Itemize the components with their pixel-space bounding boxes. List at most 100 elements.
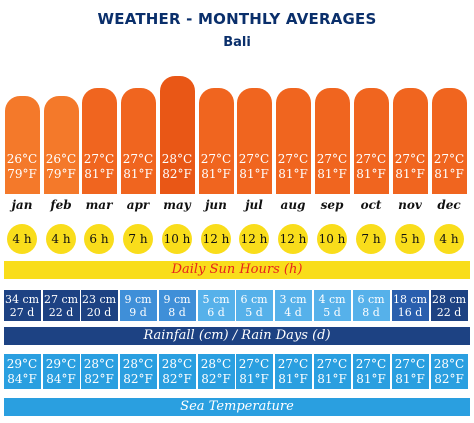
month-label: jan bbox=[11, 198, 33, 212]
sea-temp-celsius: 28°C bbox=[122, 356, 154, 371]
page-title: WEATHER - MONTHLY AVERAGES bbox=[97, 10, 377, 28]
rain-days: 5 d bbox=[323, 305, 341, 319]
rainfall-cm: 5 cm bbox=[202, 292, 230, 306]
air-temp-fahrenheit: 81°F bbox=[201, 167, 231, 181]
rainfall-box: 9 cm 8 d bbox=[158, 290, 196, 321]
location-subtitle: Bali bbox=[223, 35, 251, 50]
sea-temp-celsius: 28°C bbox=[200, 356, 232, 371]
rainfall-cm: 3 cm bbox=[279, 292, 307, 306]
air-temp-column: 26°C 79°F bbox=[4, 96, 40, 194]
sea-temp-box: 29°C 84°F bbox=[3, 354, 41, 389]
air-temp-fahrenheit: 79°F bbox=[46, 167, 76, 181]
air-temp-fahrenheit: 81°F bbox=[434, 167, 464, 181]
sea-temp-box: 27°C 81°F bbox=[391, 354, 429, 389]
sea-temp-box: 27°C 81°F bbox=[274, 354, 312, 389]
rainfall-cm: 23 cm bbox=[81, 292, 117, 306]
rain-days: 4 d bbox=[284, 305, 302, 319]
air-temp-celsius: 27°C bbox=[122, 152, 154, 166]
rainfall-cm: 28 cm bbox=[431, 292, 467, 306]
rainfall-cm: 6 cm bbox=[357, 292, 385, 306]
rainfall-cm: 27 cm bbox=[43, 292, 79, 306]
sea-temp-fahrenheit: 81°F bbox=[278, 371, 308, 386]
sun-hours-circle: 10 h bbox=[162, 224, 192, 254]
sea-temp-celsius: 28°C bbox=[161, 356, 193, 371]
rainfall-box: 3 cm 4 d bbox=[274, 290, 312, 321]
month-label: nov bbox=[398, 198, 422, 212]
rainfall-box: 28 cm 22 d bbox=[430, 290, 468, 321]
rain-days: 6 d bbox=[207, 305, 225, 319]
sea-temp-fahrenheit: 81°F bbox=[395, 371, 425, 386]
sea-temp-box: 28°C 82°F bbox=[80, 354, 118, 389]
rainfall-box: 5 cm 6 d bbox=[197, 290, 235, 321]
rainfall-box: 27 cm 22 d bbox=[42, 290, 80, 321]
sun-hours-circle: 7 h bbox=[123, 224, 153, 254]
sea-temp-celsius: 27°C bbox=[355, 356, 387, 371]
air-temp-column: 27°C 81°F bbox=[353, 88, 389, 194]
sea-temp-fahrenheit: 81°F bbox=[239, 371, 269, 386]
sea-temp-fahrenheit: 82°F bbox=[84, 371, 114, 386]
rainfall-cm: 34 cm bbox=[4, 292, 40, 306]
sun-hours-circle: 5 h bbox=[395, 224, 425, 254]
sea-temp-box: 28°C 82°F bbox=[197, 354, 235, 389]
air-temp-celsius: 27°C bbox=[277, 152, 309, 166]
air-temp-fahrenheit: 81°F bbox=[278, 167, 308, 181]
rainfall-cm: 9 cm bbox=[124, 292, 152, 306]
air-temp-fahrenheit: 81°F bbox=[239, 167, 269, 181]
air-temp-fahrenheit: 82°F bbox=[162, 167, 192, 181]
air-temp-column: 26°C 79°F bbox=[43, 96, 79, 194]
air-temp-celsius: 28°C bbox=[161, 152, 193, 166]
sun-hours-circle: 12 h bbox=[239, 224, 269, 254]
air-temp-fahrenheit: 81°F bbox=[356, 167, 386, 181]
sea-temp-fahrenheit: 84°F bbox=[46, 371, 76, 386]
rainfall-box: 18 cm 16 d bbox=[391, 290, 429, 321]
sea-temp-box: 28°C 82°F bbox=[158, 354, 196, 389]
air-temp-column: 27°C 81°F bbox=[431, 88, 467, 194]
sea-temp-fahrenheit: 82°F bbox=[434, 371, 464, 386]
rain-days: 22 d bbox=[48, 305, 74, 319]
rainfall-box: 34 cm 27 d bbox=[3, 290, 41, 321]
sun-hours-circle: 12 h bbox=[201, 224, 231, 254]
month-label: may bbox=[163, 198, 191, 212]
air-temp-celsius: 27°C bbox=[316, 152, 348, 166]
rainfall-box: 9 cm 9 d bbox=[119, 290, 157, 321]
month-label: jun bbox=[205, 198, 227, 212]
air-temp-celsius: 27°C bbox=[200, 152, 232, 166]
rain-days: 27 d bbox=[9, 305, 35, 319]
air-temp-celsius: 26°C bbox=[6, 152, 38, 166]
air-temp-fahrenheit: 81°F bbox=[395, 167, 425, 181]
month-label: dec bbox=[437, 198, 461, 212]
air-temp-celsius: 26°C bbox=[45, 152, 77, 166]
sea-temp-fahrenheit: 81°F bbox=[356, 371, 386, 386]
rainfall-box: 23 cm 20 d bbox=[80, 290, 118, 321]
air-temp-column: 27°C 81°F bbox=[198, 88, 234, 194]
air-temp-celsius: 27°C bbox=[394, 152, 426, 166]
sun-hours-circle: 4 h bbox=[46, 224, 76, 254]
rain-days: 16 d bbox=[397, 305, 423, 319]
sea-temp-fahrenheit: 82°F bbox=[123, 371, 153, 386]
month-label: oct bbox=[360, 198, 382, 212]
sea-temp-box: 27°C 81°F bbox=[313, 354, 351, 389]
rainfall-box: 4 cm 5 d bbox=[313, 290, 351, 321]
month-label: feb bbox=[50, 198, 72, 212]
sea-temp-box: 28°C 82°F bbox=[430, 354, 468, 389]
month-label: sep bbox=[320, 198, 344, 212]
air-temp-celsius: 27°C bbox=[355, 152, 387, 166]
rain-days: 5 d bbox=[245, 305, 263, 319]
sea-temp-celsius: 28°C bbox=[433, 356, 465, 371]
rain-days: 8 d bbox=[168, 305, 186, 319]
sea-temp-celsius: 27°C bbox=[238, 356, 270, 371]
air-temp-column: 27°C 81°F bbox=[275, 88, 311, 194]
rain-days: 22 d bbox=[436, 305, 462, 319]
air-temp-column: 27°C 81°F bbox=[81, 88, 117, 194]
sea-temp-box: 27°C 81°F bbox=[352, 354, 390, 389]
air-temp-fahrenheit: 81°F bbox=[317, 167, 347, 181]
sea-temp-celsius: 27°C bbox=[277, 356, 309, 371]
rainfall-band: Rainfall (cm) / Rain Days (d) bbox=[4, 327, 470, 345]
air-temp-celsius: 27°C bbox=[83, 152, 115, 166]
sea-temp-fahrenheit: 82°F bbox=[201, 371, 231, 386]
air-temp-fahrenheit: 81°F bbox=[84, 167, 114, 181]
rainfall-box: 6 cm 5 d bbox=[235, 290, 273, 321]
rainfall-cm: 9 cm bbox=[163, 292, 191, 306]
sun-hours-circle: 7 h bbox=[356, 224, 386, 254]
sea-temp-box: 27°C 81°F bbox=[235, 354, 273, 389]
